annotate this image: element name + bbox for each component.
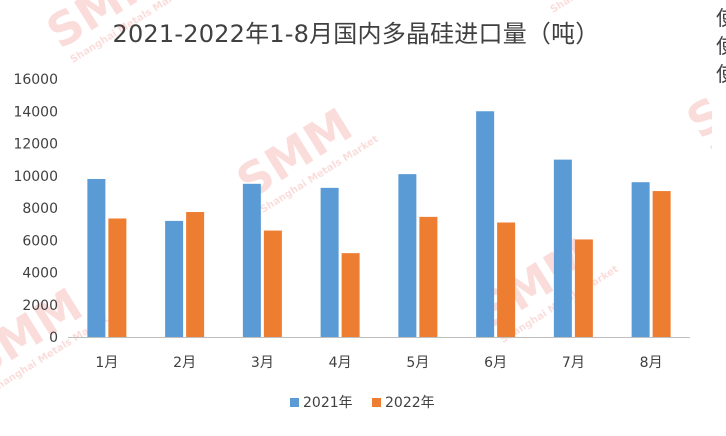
bar <box>108 218 127 337</box>
y-tick-label: 8000 <box>22 201 58 217</box>
legend-label: 2021年 <box>303 395 353 411</box>
x-tick-label: 3月 <box>251 355 274 371</box>
y-tick-label: 12000 <box>13 137 58 153</box>
bar <box>165 220 184 337</box>
bar <box>553 159 572 337</box>
bars-layer <box>87 111 671 337</box>
y-tick-label: 6000 <box>22 233 58 249</box>
y-tick-label: 16000 <box>13 72 58 88</box>
x-axis: 1月 2月 3月 4月 5月 6月 7月 8月 <box>68 337 690 371</box>
bar <box>631 182 650 337</box>
bar <box>320 187 339 337</box>
chart-title: 2021-2022年1-8月国内多晶硅进口量（吨） <box>112 20 600 48</box>
x-tick-label: 5月 <box>406 355 429 371</box>
watermark-subtitle: Shanghai Metals Market <box>549 0 671 16</box>
bar <box>419 216 438 337</box>
x-tick-label: 6月 <box>484 355 507 371</box>
bar <box>186 212 205 337</box>
bar <box>652 191 671 337</box>
legend-swatch <box>372 398 381 407</box>
watermark-logo: SMM <box>677 37 712 149</box>
bar <box>476 111 495 337</box>
x-tick-label: 8月 <box>640 355 663 371</box>
bar <box>574 239 593 337</box>
x-tick-label: 2月 <box>173 355 196 371</box>
y-tick-label: 10000 <box>13 169 58 185</box>
y-tick-label: 2000 <box>22 298 58 314</box>
side-char: 使 <box>716 4 726 32</box>
x-tick-label: 4月 <box>329 355 352 371</box>
clipped-side-text: 使 使 使 <box>716 4 726 88</box>
watermark-logo: SMM <box>517 0 651 9</box>
x-tick-label: 7月 <box>562 355 585 371</box>
legend: 2021年 2022年 <box>290 395 435 411</box>
bar <box>341 253 360 337</box>
y-tick-label: 0 <box>49 330 58 346</box>
bar <box>398 174 417 337</box>
legend-item: 2022年 <box>372 395 435 411</box>
legend-label: 2022年 <box>385 395 435 411</box>
side-char: 使 <box>716 60 726 88</box>
legend-item: 2021年 <box>290 395 353 411</box>
x-tick-label: 1月 <box>95 355 118 371</box>
side-char: 使 <box>716 32 726 60</box>
bar <box>242 183 261 337</box>
bar <box>87 178 106 337</box>
bar <box>497 222 516 337</box>
y-axis: 0 2000 4000 6000 8000 10000 12000 14000 16000 <box>13 72 58 346</box>
y-tick-label: 14000 <box>13 104 58 120</box>
y-tick-label: 4000 <box>22 266 58 282</box>
bar <box>263 230 282 337</box>
legend-swatch <box>290 398 299 407</box>
